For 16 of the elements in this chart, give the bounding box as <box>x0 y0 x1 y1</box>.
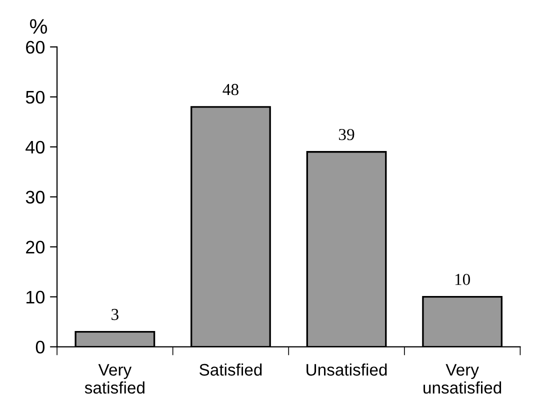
data-label: 39 <box>338 128 354 140</box>
y-tick-label: 10 <box>26 290 45 304</box>
x-tick-label: Very unsatisfied <box>424 364 502 394</box>
x-tick-label: Very satisfied <box>84 364 144 394</box>
y-tick-label: 60 <box>26 40 45 54</box>
y-tick-label: 50 <box>26 90 45 104</box>
x-tick-label: Unsatisfied <box>306 363 387 376</box>
y-tick-label: 40 <box>26 140 45 154</box>
data-label: 10 <box>455 274 470 286</box>
x-tick-label: Satisfied <box>200 363 262 376</box>
y-tick-label: 30 <box>26 190 45 204</box>
data-label: 3 <box>112 308 118 320</box>
y-axis-title: % <box>30 19 48 34</box>
data-label: 48 <box>222 84 238 96</box>
y-tick-label: 0 <box>36 340 45 354</box>
y-tick-label: 20 <box>26 240 45 254</box>
